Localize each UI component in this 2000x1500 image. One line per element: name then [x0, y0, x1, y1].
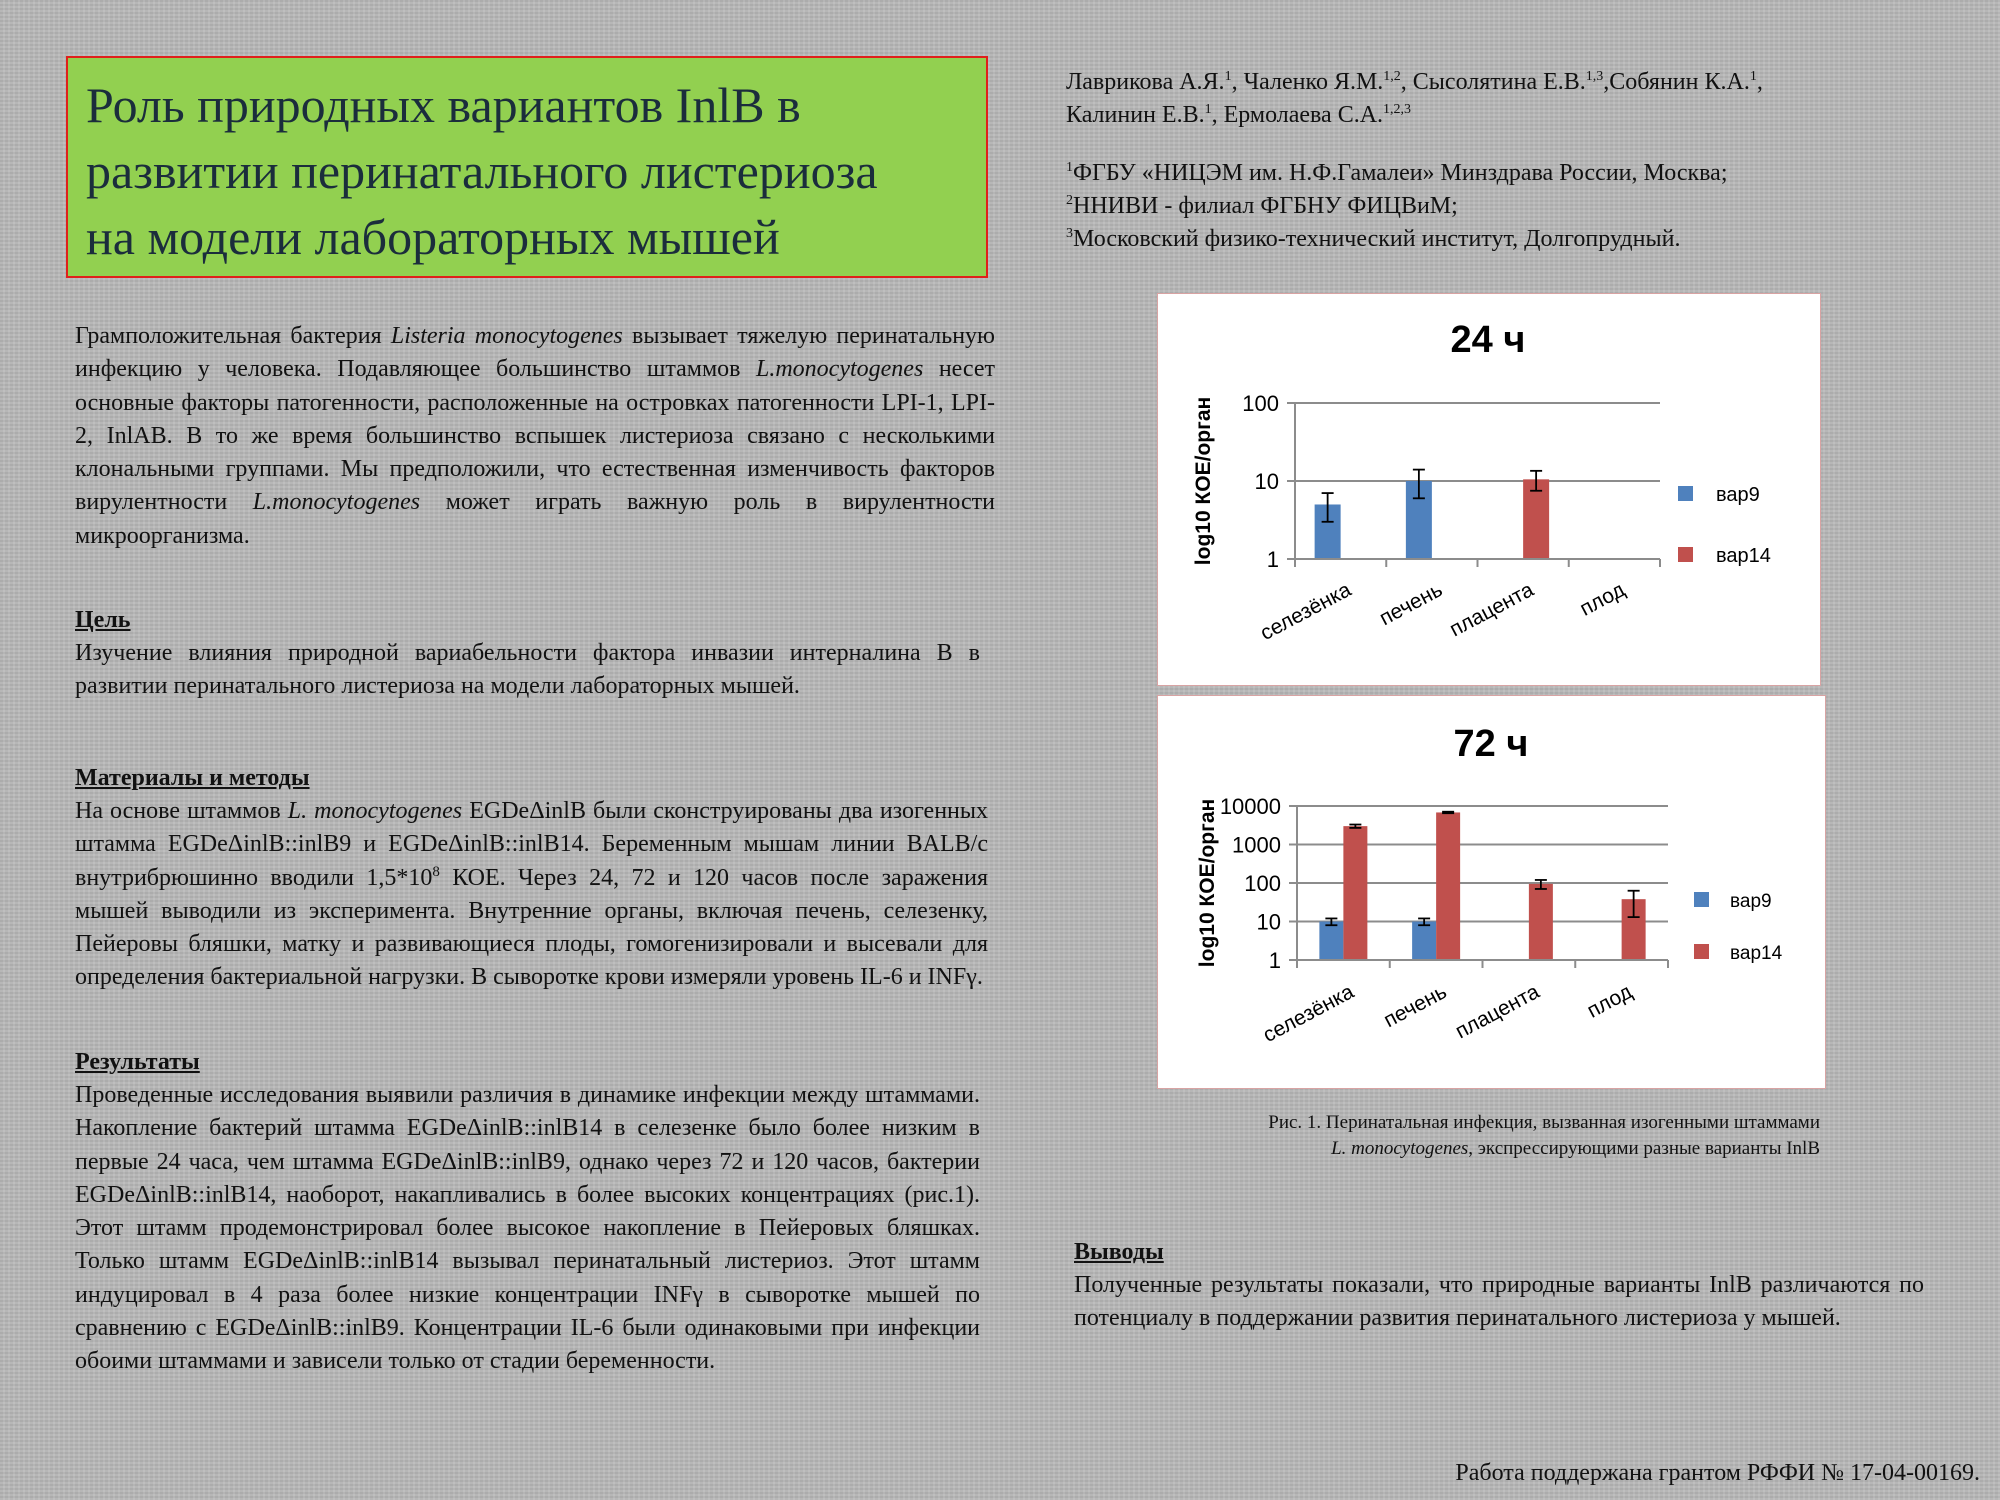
- goal-text: Изучение влияния природной вариабельност…: [75, 640, 980, 700]
- category-label: плод: [1576, 578, 1629, 621]
- intro-text: вызывает тяжелую перинатальную инфекцию …: [75, 323, 995, 383]
- author-sep: ,: [1603, 69, 1610, 95]
- author-line-1: Лаврикова А.Я.1, Чаленко Я.М.1,2, Сысоля…: [1066, 66, 1966, 99]
- caption-line: Рис. 1. Перинатальная инфекция, вызванна…: [1268, 1112, 1820, 1133]
- legend-label: вар14: [1730, 943, 1783, 964]
- author-name: Чаленко Я.М.: [1243, 69, 1384, 95]
- bar-вар9: [1319, 921, 1344, 960]
- methods-text: На основе штаммов L. monocytogenes EGDeΔ…: [75, 795, 988, 995]
- author-affil-sup: 1: [1224, 69, 1232, 84]
- chart-72h-svg: 72 ч 10000 1000 100 10 1 log10 КОЕ/орган селезё…: [1196, 723, 1783, 1047]
- y-tick-label: 1: [1269, 948, 1281, 973]
- intro-paragraph: Грамположительная бактерия Listeria mono…: [75, 320, 995, 553]
- author-name: Собянин К.А.: [1609, 69, 1750, 95]
- intro-text: может играть важную роль в вирулентности…: [75, 489, 995, 549]
- conclusions-heading: Выводы: [1074, 1239, 1164, 1265]
- chart-title: 72 ч: [1454, 723, 1529, 765]
- figure-caption: Рис. 1. Перинатальная инфекция, вызванна…: [1120, 1110, 1820, 1162]
- chart-24h: 24 ч 100 10 1 log10 КОЕ/орган селезёнка печень…: [1157, 293, 1821, 686]
- legend-label: вар14: [1716, 545, 1771, 567]
- bar-вар14: [1436, 812, 1461, 960]
- affiliation-text: ФГБУ «НИЦЭМ им. Н.Ф.Гамалеи» Минздрава Р…: [1073, 160, 1728, 186]
- species-name: L. monocytogenes: [1331, 1138, 1469, 1159]
- species-name: L.monocytogenes: [252, 489, 421, 516]
- author-sep: ,: [1400, 69, 1413, 95]
- category-label: печень: [1380, 980, 1450, 1032]
- affiliation-text: Московский физико-технический институт, …: [1073, 226, 1681, 252]
- category-label: плацента: [1452, 980, 1544, 1043]
- author-affil-sup: 1: [1749, 69, 1757, 84]
- y-tick-label: 10000: [1220, 794, 1281, 819]
- category-label: печень: [1376, 578, 1446, 630]
- category-label: селезёнка: [1257, 578, 1356, 645]
- bar-вар14: [1528, 883, 1553, 960]
- author-affil-sup: 1,3: [1585, 69, 1604, 84]
- title-line: Роль природных вариантов InlB в: [86, 77, 801, 133]
- author-name: Сысолятина Е.В.: [1412, 69, 1586, 95]
- category-label: плод: [1583, 980, 1636, 1023]
- chart-72h: 72 ч 10000 1000 100 10 1 log10 КОЕ/орган селезё…: [1157, 695, 1826, 1089]
- chart-title: 24 ч: [1451, 319, 1526, 361]
- chart-24h-svg: 24 ч 100 10 1 log10 КОЕ/орган селезёнка печень…: [1192, 319, 1771, 645]
- y-axis-label: log10 КОЕ/орган: [1192, 397, 1215, 565]
- methods-text-part: КОЕ. Через 24, 72 и 120 часов после зара…: [75, 864, 989, 991]
- y-axis-label: log10 КОЕ/орган: [1196, 799, 1219, 967]
- y-tick-label: 100: [1244, 871, 1281, 896]
- bar-вар9: [1412, 921, 1437, 960]
- exponent: 8: [432, 863, 440, 880]
- y-tick-label: 10: [1257, 910, 1281, 935]
- methods-text-part: На основе штаммов: [75, 798, 288, 824]
- author-affil-sup: 1,2: [1383, 69, 1401, 84]
- affiliation-text: ННИВИ - филиал ФГБНУ ФИЦВиМ;: [1073, 193, 1458, 219]
- poster-title: Роль природных вариантов InlB в развитии…: [66, 56, 988, 278]
- grant-acknowledgement: Работа поддержана грантом РФФИ № 17-04-0…: [1455, 1460, 1980, 1486]
- bar-вар14: [1343, 826, 1368, 960]
- bar-вар14: [1523, 479, 1550, 559]
- results-heading: Результаты: [75, 1049, 200, 1075]
- y-tick-label: 10: [1255, 469, 1279, 494]
- caption-text: , экспрессирующими разные варианты InlB: [1468, 1138, 1820, 1159]
- title-line: на модели лабораторных мышей: [86, 209, 780, 265]
- conclusions-text: Полученные результаты показали, что прир…: [1074, 1272, 1924, 1332]
- legend-label: вар9: [1730, 891, 1772, 912]
- author-line-2: Калинин Е.В.1, Ермолаева С.А.1,2,3: [1066, 99, 1966, 132]
- legend-label: вар9: [1716, 484, 1760, 506]
- category-label: плацента: [1446, 578, 1538, 641]
- legend-swatch: [1694, 944, 1709, 959]
- author-name: Лаврикова А.Я.: [1066, 69, 1225, 95]
- results-text: Проведенные исследования выявили различи…: [75, 1082, 980, 1375]
- affiliation-list: 1ФГБУ «НИЦЭМ им. Н.Ф.Гамалеи» Минздрава …: [1066, 157, 1966, 256]
- affiliation-sup: 2: [1066, 193, 1073, 208]
- intro-text: Грамположительная бактерия: [75, 323, 391, 349]
- species-name: L. monocytogenes: [287, 798, 463, 824]
- intro-text: несет основные факторы патогенности, рас…: [75, 356, 996, 516]
- y-tick-label: 1000: [1232, 833, 1281, 858]
- caption-line: L. monocytogenes, экспрессирующими разны…: [1120, 1136, 1820, 1162]
- affiliation: 1ФГБУ «НИЦЭМ им. Н.Ф.Гамалеи» Минздрава …: [1066, 157, 1966, 190]
- author-name: Калинин Е.В.: [1066, 102, 1205, 128]
- methods-heading: Материалы и методы: [75, 765, 310, 791]
- goal-heading: Цель: [75, 607, 131, 633]
- author-sep: ,: [1231, 69, 1244, 95]
- legend-swatch: [1694, 892, 1709, 907]
- author-sep: ,: [1211, 102, 1224, 128]
- affiliation: 2ННИВИ - филиал ФГБНУ ФИЦВиМ;: [1066, 190, 1966, 223]
- legend-swatch: [1678, 486, 1693, 501]
- affiliation-sup: 3: [1066, 226, 1073, 241]
- author-affil-sup: 1,2,3: [1383, 102, 1412, 117]
- species-name: L.monocytogenes: [756, 356, 924, 383]
- affiliation-sup: 1: [1066, 160, 1073, 175]
- author-name: Ермолаева С.А.: [1223, 102, 1384, 128]
- author-list: Лаврикова А.Я.1, Чаленко Я.М.1,2, Сысоля…: [1066, 66, 1966, 132]
- legend-swatch: [1678, 547, 1693, 562]
- affiliation: 3Московский физико-технический институт,…: [1066, 223, 1966, 256]
- author-affil-sup: 1: [1204, 102, 1212, 117]
- y-tick-label: 100: [1242, 391, 1279, 416]
- y-tick-label: 1: [1267, 547, 1279, 572]
- category-label: селезёнка: [1259, 980, 1358, 1047]
- methods-text-part: EGDeΔinlB были сконструированы два изоге…: [75, 798, 989, 891]
- author-sep: ,: [1756, 69, 1763, 95]
- title-line: развитии перинатального листериоза: [86, 143, 878, 199]
- species-name: Listeria monocytogenes: [390, 323, 623, 349]
